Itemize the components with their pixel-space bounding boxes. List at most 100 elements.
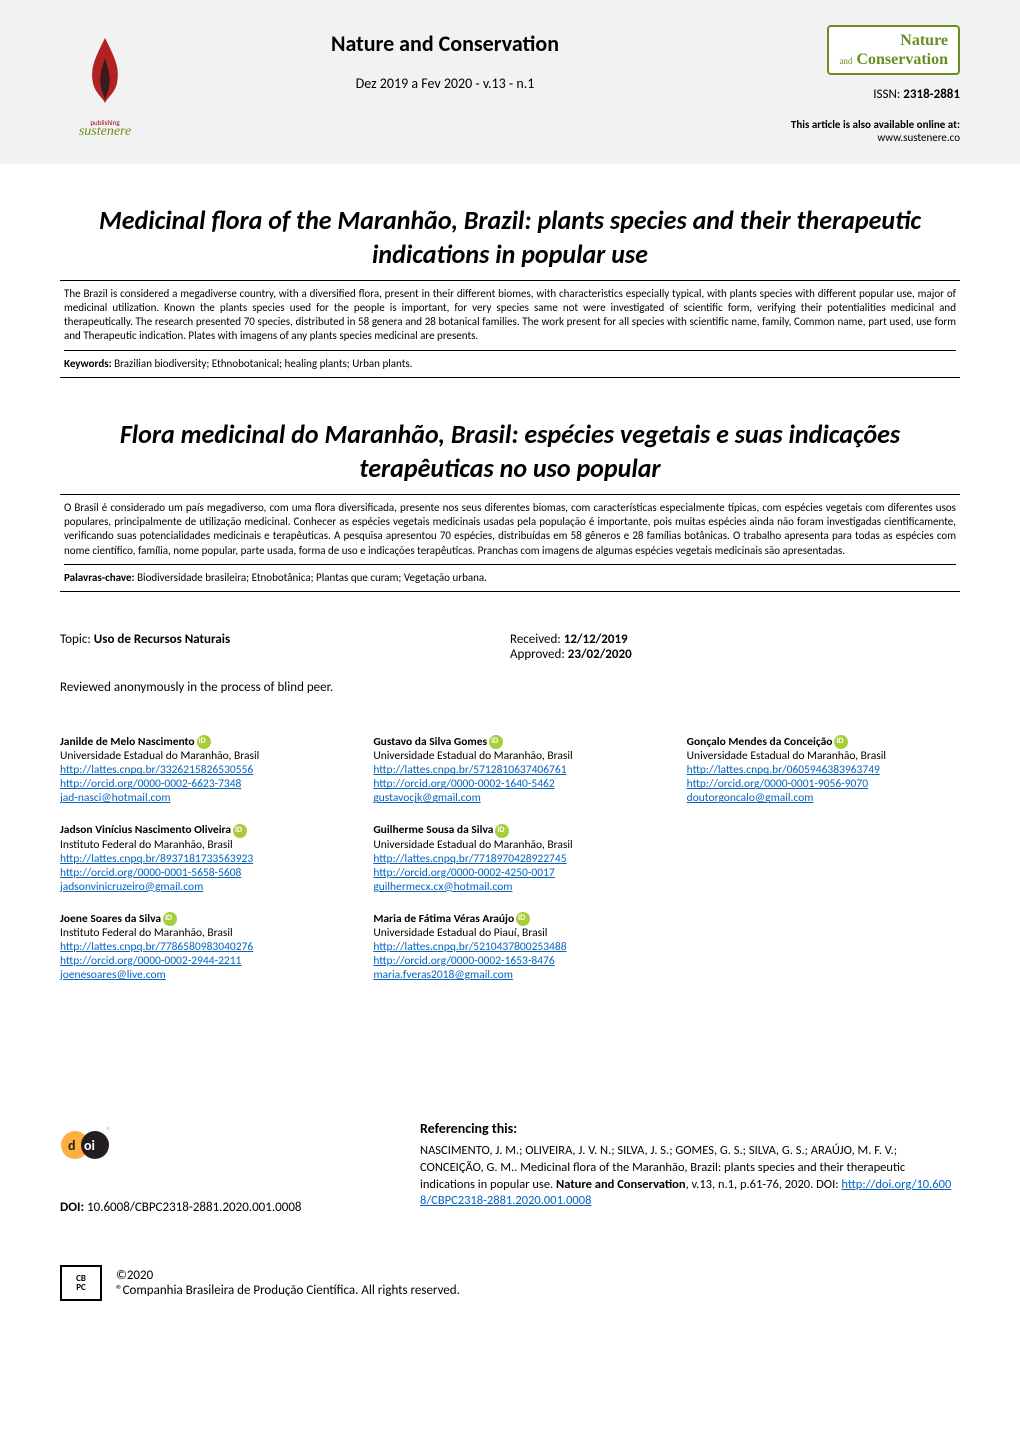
author-block: Guilherme Sousa da SilvaUniversidade Est…	[373, 823, 646, 893]
header-center: Nature and Conservation Dez 2019 a Fev 2…	[150, 20, 740, 92]
author-lattes-link[interactable]: http://lattes.cnpq.br/5210437800253488	[373, 940, 646, 954]
author-name: Gonçalo Mendes da Conceição	[687, 735, 833, 749]
author-email-link[interactable]: doutorgoncalo@gmail.com	[687, 791, 960, 805]
author-lattes-link[interactable]: http://lattes.cnpq.br/7718970428922745	[373, 852, 646, 866]
doi-line: DOI: 10.6008/CBPC2318-2881.2020.001.0008	[60, 1200, 390, 1215]
approved-label: Approved:	[510, 647, 565, 662]
flame-icon	[75, 33, 135, 118]
orcid-icon[interactable]	[163, 912, 177, 926]
issn-line: ISSN: 2318-2881	[740, 87, 960, 102]
website-link[interactable]: www.sustenere.co	[740, 131, 960, 144]
referencing-block: Referencing this: NASCIMENTO, J. M.; OLI…	[420, 1120, 960, 1210]
author-name: Janilde de Melo Nascimento	[60, 735, 195, 749]
doi-value: 10.6008/CBPC2318-2881.2020.001.0008	[87, 1200, 302, 1215]
author-orcid-link[interactable]: http://orcid.org/0000-0002-6623-7348	[60, 777, 333, 791]
referencing-heading: Referencing this:	[420, 1120, 960, 1139]
authors-col-2: Gustavo da Silva GomesUniversidade Estad…	[373, 735, 646, 1000]
footer-year: ©2020	[116, 1268, 460, 1283]
abstract-divider-pt	[64, 564, 956, 565]
author-affiliation: Universidade Estadual do Maranhão, Brasi…	[687, 749, 960, 763]
author-name: Jadson Vinícius Nascimento Oliveira	[60, 823, 231, 837]
issn-label: ISSN:	[873, 87, 900, 102]
logo-word-conservation: Conservation	[856, 51, 948, 68]
keywords-text-pt: Biodiversidade brasileira; Etnobotânica;…	[137, 571, 487, 584]
cbpc-bot: PC	[76, 1283, 86, 1292]
svg-text:d: d	[68, 1137, 76, 1154]
abstract-box-pt: O Brasil é considerado um país megadiver…	[60, 494, 960, 592]
author-name: Gustavo da Silva Gomes	[373, 735, 487, 749]
received-value: 12/12/2019	[564, 632, 628, 647]
meta-row: Topic: Uso de Recursos Naturais Received…	[60, 632, 960, 662]
author-lattes-link[interactable]: http://lattes.cnpq.br/8937181733563923	[60, 852, 333, 866]
author-affiliation: Universidade Estadual do Maranhão, Brasi…	[60, 749, 333, 763]
footer-text: ©2020 ®Companhia Brasileira de Produção …	[116, 1268, 460, 1298]
author-orcid-link[interactable]: http://orcid.org/0000-0002-4250-0017	[373, 866, 646, 880]
author-block: Joene Soares da SilvaInstituto Federal d…	[60, 912, 333, 982]
author-orcid-link[interactable]: http://orcid.org/0000-0002-2944-2211	[60, 954, 333, 968]
orcid-icon[interactable]	[197, 735, 211, 749]
header-right: Nature and Conservation ISSN: 2318-2881 …	[740, 20, 960, 144]
author-lattes-link[interactable]: http://lattes.cnpq.br/3326215826530556	[60, 763, 333, 777]
orcid-icon[interactable]	[489, 735, 503, 749]
author-block: Gonçalo Mendes da ConceiçãoUniversidade …	[687, 735, 960, 805]
referencing-text-2: , v.13, n.1, p.61-76, 2020. DOI:	[686, 1177, 842, 1192]
orcid-icon[interactable]	[834, 735, 848, 749]
abstract-text-pt: O Brasil é considerado um país megadiver…	[64, 501, 956, 558]
author-orcid-link[interactable]: http://orcid.org/0000-0002-1653-8476	[373, 954, 646, 968]
author-affiliation: Universidade Estadual do Maranhão, Brasi…	[373, 838, 646, 852]
nature-conservation-logo: Nature and Conservation	[827, 25, 960, 75]
author-email-link[interactable]: joenesoares@live.com	[60, 968, 333, 982]
header-band: publishing sustenere Nature and Conserva…	[0, 0, 1020, 164]
abstract-text-en: The Brazil is considered a megadiverse c…	[64, 287, 956, 344]
doi-label: DOI:	[60, 1200, 84, 1215]
authors-col-1: Janilde de Melo NascimentoUniversidade E…	[60, 735, 333, 1000]
issn-value: 2318-2881	[903, 87, 960, 102]
keywords-text-en: Brazilian biodiversity; Ethnobotanical; …	[114, 357, 412, 370]
keywords-line-en: Keywords: Brazilian biodiversity; Ethnob…	[64, 357, 956, 371]
footer-company: ®Companhia Brasileira de Produção Cientí…	[116, 1283, 460, 1298]
orcid-icon[interactable]	[495, 824, 509, 838]
author-affiliation: Instituto Federal do Maranhão, Brasil	[60, 926, 333, 940]
logo-word-nature: Nature	[900, 32, 948, 49]
author-name: Maria de Fátima Véras Araújo	[373, 912, 514, 926]
review-note: Reviewed anonymously in the process of b…	[60, 680, 960, 695]
journal-title: Nature and Conservation	[150, 30, 740, 57]
author-email-link[interactable]: gustavocjk@gmail.com	[373, 791, 646, 805]
author-block: Maria de Fátima Véras AraújoUniversidade…	[373, 912, 646, 982]
abstract-divider	[64, 350, 956, 351]
doi-left: d oi ® DOI: 10.6008/CBPC2318-2881.2020.0…	[60, 1120, 390, 1215]
issue-line: Dez 2019 a Fev 2020 - v.13 - n.1	[150, 75, 740, 92]
author-affiliation: Universidade Estadual do Maranhão, Brasi…	[373, 749, 646, 763]
author-email-link[interactable]: guilhermecx.cx@hotmail.com	[373, 880, 646, 894]
svg-text:oi: oi	[84, 1137, 95, 1154]
author-block: Jadson Vinícius Nascimento OliveiraInsti…	[60, 823, 333, 893]
abstract-box-en: The Brazil is considered a megadiverse c…	[60, 280, 960, 378]
article-title-pt: Flora medicinal do Maranhão, Brasil: esp…	[60, 418, 960, 486]
author-lattes-link[interactable]: http://lattes.cnpq.br/7786580983040276	[60, 940, 333, 954]
author-email-link[interactable]: jad-nasci@hotmail.com	[60, 791, 333, 805]
keywords-line-pt: Palavras-chave: Biodiversidade brasileir…	[64, 571, 956, 585]
author-orcid-link[interactable]: http://orcid.org/0000-0002-1640-5462	[373, 777, 646, 791]
author-email-link[interactable]: jadsonvinicruzeiro@gmail.com	[60, 880, 333, 894]
referencing-journal: Nature and Conservation	[556, 1177, 686, 1192]
svg-text:®: ®	[106, 1124, 110, 1137]
doi-logo-icon: d oi ®	[60, 1120, 110, 1170]
publisher-name: sustenere	[79, 124, 131, 140]
author-orcid-link[interactable]: http://orcid.org/0000-0001-9056-9070	[687, 777, 960, 791]
keywords-label-en: Keywords:	[64, 357, 112, 370]
available-online-text: This article is also available online at…	[740, 118, 960, 131]
approved-value: 23/02/2020	[568, 647, 632, 662]
authors-grid: Janilde de Melo NascimentoUniversidade E…	[60, 735, 960, 1000]
orcid-icon[interactable]	[233, 824, 247, 838]
author-email-link[interactable]: maria.fveras2018@gmail.com	[373, 968, 646, 982]
author-affiliation: Universidade Estadual do Piauí, Brasil	[373, 926, 646, 940]
author-lattes-link[interactable]: http://lattes.cnpq.br/0605946383963749	[687, 763, 960, 777]
authors-col-3: Gonçalo Mendes da ConceiçãoUniversidade …	[687, 735, 960, 1000]
orcid-icon[interactable]	[516, 912, 530, 926]
author-orcid-link[interactable]: http://orcid.org/0000-0001-5658-5608	[60, 866, 333, 880]
author-lattes-link[interactable]: http://lattes.cnpq.br/5712810637406761	[373, 763, 646, 777]
meta-right: Received: 12/12/2019 Approved: 23/02/202…	[510, 632, 960, 662]
content-area: Medicinal flora of the Maranhão, Brazil:…	[0, 164, 1020, 1235]
topic-label: Topic:	[60, 632, 91, 647]
logo-word-and: and	[839, 56, 852, 66]
